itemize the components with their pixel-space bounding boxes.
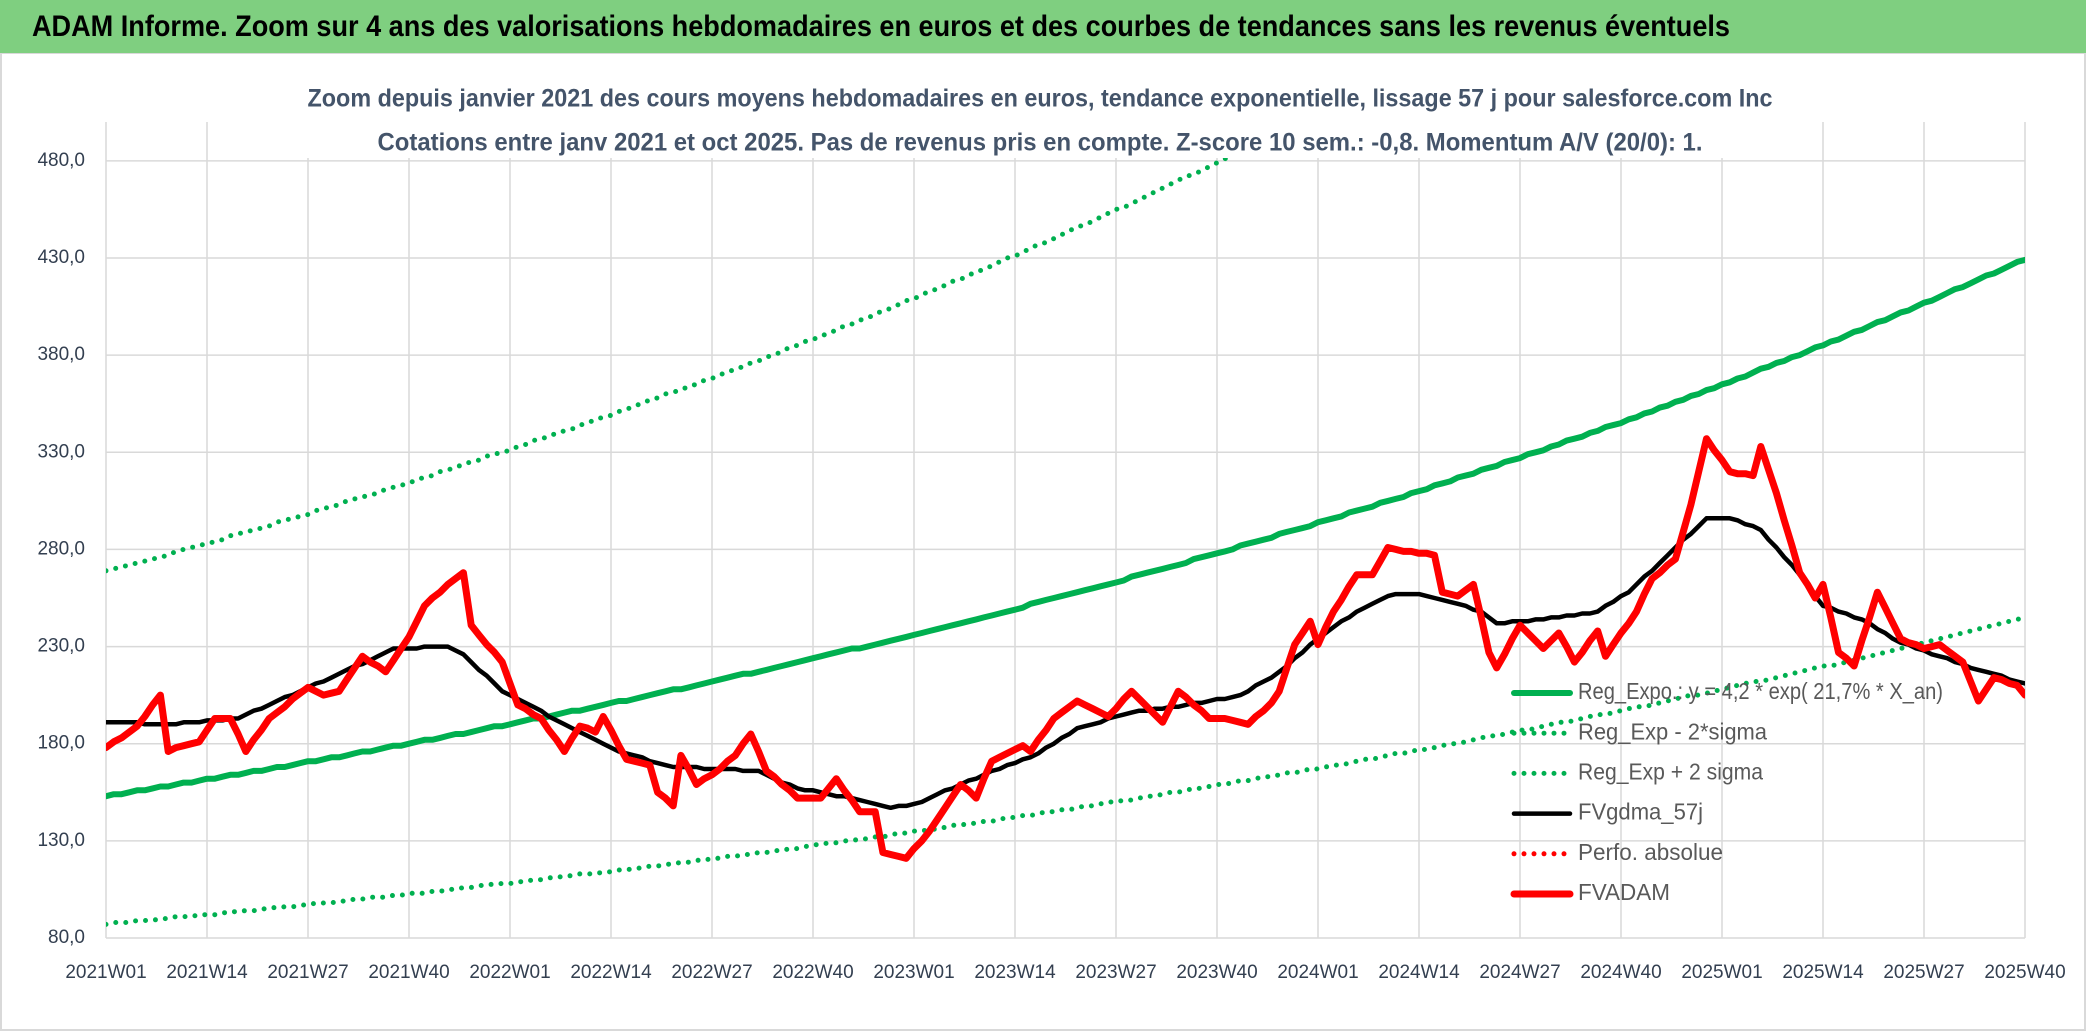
legend: Reg_Expo.: y = 4,2 * exp( 21,7% * X_an) R… (1510, 678, 1943, 905)
series-line (106, 614, 2025, 927)
x-tick-label: 2021W27 (267, 962, 348, 983)
grid (105, 122, 2026, 939)
x-tick-label: 2022W01 (469, 962, 550, 983)
y-tick-label: 280,0 (37, 538, 85, 559)
x-tick-label: 2025W40 (1984, 962, 2065, 983)
x-tick-label: 2021W01 (65, 962, 146, 983)
x-tick-label: 2024W01 (1277, 962, 1358, 983)
x-tick-label: 2024W40 (1580, 962, 1661, 983)
y-tick-label: 330,0 (37, 441, 85, 462)
series-line (106, 516, 2025, 811)
x-tick-label: 2021W40 (368, 962, 449, 983)
x-tick-label: 2025W01 (1681, 962, 1762, 983)
subtitle-box (300, 80, 1776, 158)
x-tick-label: 2022W14 (570, 962, 652, 983)
x-tick-label: 2024W27 (1479, 962, 1560, 983)
axes: 80,0 130,0 180,0 230,0 280,0 330,0 380,0 430,0 4… (37, 150, 2065, 983)
legend-label: Reg_Expo.: y = 4,2 * exp( 21,7% * X_an) (1578, 678, 1943, 704)
x-tick-label: 2024W14 (1378, 962, 1460, 983)
x-tick-label: 2023W01 (873, 962, 954, 983)
y-tick-label: 380,0 (37, 344, 85, 365)
legend-label: Reg_Exp + 2 sigma (1578, 758, 1763, 784)
y-tick-label: 230,0 (37, 636, 85, 657)
x-tick-label: 2023W40 (1176, 962, 1257, 983)
x-tick-label: 2022W27 (671, 962, 752, 983)
header-title: ADAM Informe. Zoom sur 4 ans des valoris… (32, 10, 1730, 43)
subtitle: Zoom depuis janvier 2021 des cours moyen… (308, 85, 1773, 113)
x-tick-label: 2021W14 (166, 962, 248, 983)
plot (106, 122, 2025, 927)
x-tick-label: 2025W27 (1883, 962, 1964, 983)
header-bar (0, 0, 2086, 53)
legend-label: Perfo. absolue (1578, 839, 1723, 865)
y-tick-label: 180,0 (37, 733, 85, 754)
legend-label: Reg_Exp - 2*sigma (1578, 718, 1767, 744)
y-tick-label: 430,0 (37, 247, 85, 268)
y-tick-label: 80,0 (48, 927, 85, 948)
x-tick-label: 2023W27 (1075, 962, 1156, 983)
legend-label: FVADAM (1578, 879, 1670, 905)
y-tick-label: 130,0 (37, 830, 85, 851)
x-tick-label: 2022W40 (772, 962, 853, 983)
legend-label: FVgdma_57j (1578, 799, 1703, 825)
series-line (106, 435, 2025, 862)
subtitle: Cotations entre janv 2021 et oct 2025. P… (378, 129, 1703, 157)
x-tick-label: 2023W14 (974, 962, 1056, 983)
series-line (106, 256, 2025, 800)
y-tick-label: 480,0 (37, 150, 85, 171)
x-tick-label: 2025W14 (1782, 962, 1864, 983)
